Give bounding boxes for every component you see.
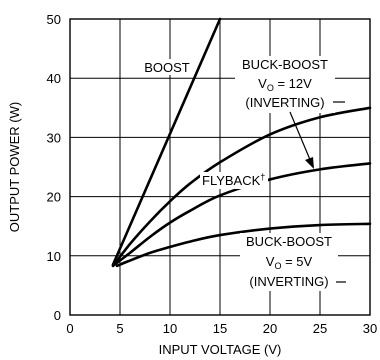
- y-tick-label: 40: [47, 71, 61, 86]
- label-flyback: FLYBACK†: [202, 172, 265, 188]
- x-tick-label: 30: [363, 321, 377, 336]
- y-axis-label: OUTPUT POWER (W): [7, 102, 22, 232]
- x-tick-label: 0: [66, 321, 73, 336]
- label-bb12-title: BUCK-BOOST: [242, 57, 328, 72]
- label-bb12-voltage: VO = 12V: [258, 76, 312, 93]
- x-axis-label: INPUT VOLTAGE (V): [159, 342, 282, 357]
- label-bb5-voltage: VO = 5V: [266, 254, 313, 271]
- label-bg-flyback: [200, 172, 268, 189]
- label-bb5-title: BUCK-BOOST: [246, 234, 332, 249]
- x-tick-label: 5: [116, 321, 123, 336]
- series-line-0: [111, 17, 222, 266]
- label-bg-boost: [142, 59, 192, 75]
- label-bg-bb5: [240, 233, 338, 291]
- x-tick-label: 25: [313, 321, 327, 336]
- label-bb5-inverting: (INVERTING): [249, 274, 328, 289]
- tick-labels: 0 5 10 15 20 25 30 0 10 20 30 40 50: [47, 12, 378, 336]
- plot-frame: [69, 18, 371, 316]
- arrow-bb12-shaft: [289, 111, 312, 163]
- label-bg-bb12: [235, 56, 335, 113]
- series-line-1: [111, 106, 372, 268]
- series-line-2: [111, 162, 372, 268]
- arrow-bb12-head: [305, 157, 314, 169]
- curves: [111, 17, 372, 268]
- label-boost: BOOST: [144, 60, 190, 75]
- y-tick-label: 20: [47, 190, 61, 205]
- y-tick-label: 30: [47, 130, 61, 145]
- y-tick-label: 10: [47, 249, 61, 264]
- x-tick-label: 15: [213, 321, 227, 336]
- x-tick-label: 20: [263, 321, 277, 336]
- series-line-3: [115, 222, 372, 268]
- y-tick-label: 0: [54, 308, 61, 323]
- x-tick-label: 10: [163, 321, 177, 336]
- label-bb12-inverting: (INVERTING): [245, 95, 324, 110]
- y-tick-label: 50: [47, 12, 61, 27]
